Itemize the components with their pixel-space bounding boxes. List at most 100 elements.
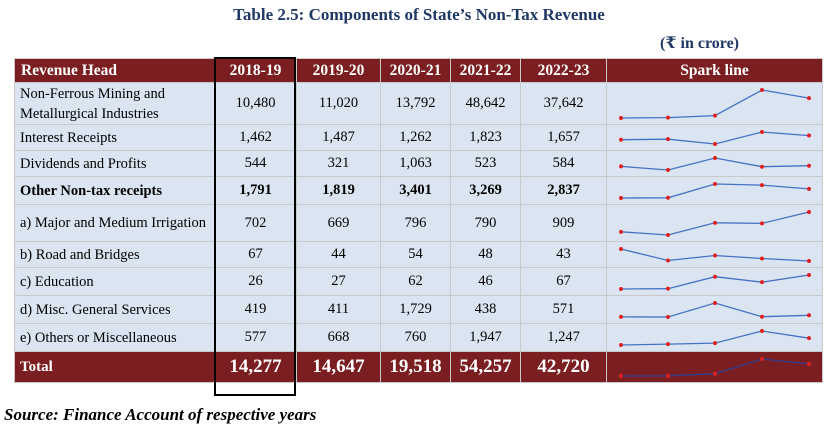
cell-value: 54 xyxy=(380,241,451,268)
table-row: Non-Ferrous Mining and Metallurgical Ind… xyxy=(14,82,823,125)
sparkline-point xyxy=(619,246,623,251)
sparkline-point xyxy=(807,95,811,100)
sparkline-point xyxy=(666,314,670,319)
sparkline-point xyxy=(619,115,623,120)
sparkline-point xyxy=(713,253,717,257)
cell-value: 67 xyxy=(214,241,297,268)
sparkline-point xyxy=(619,229,623,234)
sparkline-point xyxy=(619,342,623,347)
table-row: e) Others or Miscellaneous 577 668 760 1,947… xyxy=(14,323,823,352)
revenue-table: Revenue Head 2018-19 2019-20 2020-21 202… xyxy=(14,58,823,383)
sparkline-point xyxy=(760,328,764,333)
sparkline-point xyxy=(760,356,764,361)
cell-value: 790 xyxy=(450,204,521,242)
sparkline-line xyxy=(620,301,810,318)
cell-value: 10,480 xyxy=(214,82,297,125)
table-row: Dividends and Profits 544 321 1,063 523 584 xyxy=(14,150,823,177)
cell-value: 1,657 xyxy=(520,124,607,151)
sparkline-point xyxy=(807,163,811,168)
sparkline-cell xyxy=(606,351,823,383)
sparkline-point xyxy=(713,155,717,160)
cell-value: 669 xyxy=(296,204,381,242)
sparkline-point xyxy=(666,232,670,237)
row-label: Non-Ferrous Mining and Metallurgical Ind… xyxy=(14,82,215,125)
cell-value: 46 xyxy=(450,267,521,296)
cell-value: 37,642 xyxy=(520,82,607,125)
cell-value: 760 xyxy=(380,323,451,352)
header-row: Revenue Head 2018-19 2019-20 2020-21 202… xyxy=(14,58,823,83)
table-title: Table 2.5: Components of State’s Non-Tax… xyxy=(233,5,605,24)
row-label: a) Major and Medium Irrigation xyxy=(14,204,215,242)
sparkline xyxy=(619,181,811,200)
sparkline-point xyxy=(760,279,764,284)
sparkline-point xyxy=(713,300,717,305)
cell-value: 27 xyxy=(296,267,381,296)
sparkline-cell xyxy=(606,176,823,205)
sparkline-point xyxy=(760,314,764,319)
cell-value: 1,823 xyxy=(450,124,521,151)
cell-value: 1,063 xyxy=(380,150,451,177)
sparkline-cell xyxy=(606,124,823,151)
row-label: b) Road and Bridges xyxy=(14,241,215,268)
sparkline-point xyxy=(619,286,623,291)
sparkline xyxy=(619,246,811,263)
cell-value: 43 xyxy=(520,241,607,268)
col-header: Spark line xyxy=(606,58,823,83)
sparkline-point xyxy=(666,373,670,378)
cell-value: 584 xyxy=(520,150,607,177)
cell-value: 1,791 xyxy=(214,176,297,205)
sparkline-point xyxy=(807,361,811,366)
cell-value: 13,792 xyxy=(380,82,451,125)
sparkline-point xyxy=(713,371,717,376)
row-label: Total xyxy=(14,351,215,383)
sparkline-point xyxy=(666,258,670,262)
sparkline-point xyxy=(619,314,623,319)
sparkline-point xyxy=(807,186,811,191)
sparkline-point xyxy=(666,136,670,141)
cell-value: 419 xyxy=(214,295,297,324)
table-row: c) Education 26 27 62 46 67 xyxy=(14,267,823,296)
cell-value: 523 xyxy=(450,150,521,177)
table-row: b) Road and Bridges 67 44 54 48 43 xyxy=(14,241,823,268)
sparkline-point xyxy=(807,272,811,277)
cell-value: 796 xyxy=(380,204,451,242)
cell-value: 11,020 xyxy=(296,82,381,125)
cell-value: 26 xyxy=(214,267,297,296)
sparkline xyxy=(619,209,811,237)
sparkline-cell xyxy=(606,82,823,125)
row-label: e) Others or Miscellaneous xyxy=(14,323,215,352)
col-header: 2018-19 xyxy=(214,58,297,83)
cell-value: 42,720 xyxy=(520,351,607,383)
sparkline-point xyxy=(807,335,811,340)
cell-value: 438 xyxy=(450,295,521,324)
sparkline-point xyxy=(666,195,670,200)
cell-value: 1,729 xyxy=(380,295,451,324)
sparkline-cell xyxy=(606,204,823,242)
sparkline-point xyxy=(760,220,764,225)
cell-value: 577 xyxy=(214,323,297,352)
sparkline-point xyxy=(666,286,670,291)
sparkline-point xyxy=(619,163,623,168)
sparkline xyxy=(619,300,811,319)
sparkline-cell xyxy=(606,150,823,177)
sparkline-point xyxy=(807,133,811,138)
cell-value: 1,462 xyxy=(214,124,297,151)
cell-value: 668 xyxy=(296,323,381,352)
sparkline xyxy=(619,129,811,146)
cell-value: 48 xyxy=(450,241,521,268)
sparkline-point xyxy=(666,115,670,120)
col-header: 2020-21 xyxy=(380,58,451,83)
cell-value: 321 xyxy=(296,150,381,177)
sparkline xyxy=(619,272,811,291)
sparkline-point xyxy=(619,195,623,200)
sparkline-point xyxy=(619,137,623,142)
cell-value: 14,647 xyxy=(296,351,381,383)
sparkline-cell xyxy=(606,295,823,324)
cell-value: 54,257 xyxy=(450,351,521,383)
sparkline-point xyxy=(666,167,670,172)
sparkline-cell xyxy=(606,241,823,268)
cell-value: 1,262 xyxy=(380,124,451,151)
row-label: Dividends and Profits xyxy=(14,150,215,177)
col-header: 2019-20 xyxy=(296,58,381,83)
sparkline-point xyxy=(666,341,670,346)
